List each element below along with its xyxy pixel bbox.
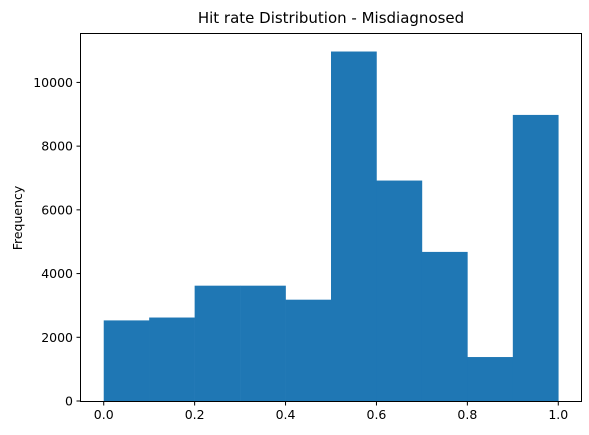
x-tick-label: 0.8	[457, 407, 477, 422]
x-tick-label: 0.6	[367, 407, 387, 422]
x-axis-ticks: 0.0 0.2 0.4 0.6 0.8 1.0	[94, 401, 568, 422]
x-tick-label: 0.4	[276, 407, 296, 422]
y-tick-label: 10000	[33, 75, 73, 90]
y-tick-label: 8000	[41, 139, 73, 154]
y-axis-label: Frequency	[10, 185, 25, 250]
plot-frame	[80, 33, 582, 402]
histogram-bar	[194, 285, 241, 401]
y-tick-label: 6000	[41, 202, 73, 217]
histogram-bar	[421, 251, 468, 401]
histogram-bar	[103, 320, 150, 401]
y-tick-label: 0	[65, 394, 73, 409]
y-tick-label: 2000	[41, 330, 73, 345]
chart-title: Hit rate Distribution - Misdiagnosed	[198, 9, 464, 27]
histogram-bar	[149, 317, 195, 401]
bars-group	[103, 51, 559, 402]
y-tick-label: 4000	[41, 266, 73, 281]
histogram-bar	[467, 357, 514, 401]
histogram-bar	[512, 114, 559, 402]
histogram-bar	[331, 51, 377, 402]
histogram-bar	[240, 285, 286, 401]
y-axis-ticks: 0 2000 4000 6000 8000 10000	[33, 75, 81, 409]
x-tick-label: 0.0	[94, 407, 114, 422]
histogram-bar	[285, 299, 332, 401]
x-tick-label: 0.2	[185, 407, 205, 422]
x-tick-label: 1.0	[548, 407, 568, 422]
histogram-bar	[376, 180, 423, 401]
